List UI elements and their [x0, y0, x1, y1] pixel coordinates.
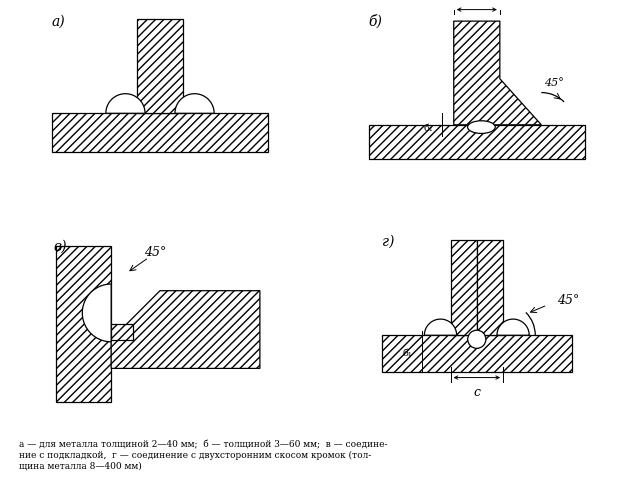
Text: c: c [474, 385, 480, 398]
Polygon shape [56, 246, 111, 402]
Polygon shape [369, 125, 585, 159]
Polygon shape [451, 240, 477, 335]
Polygon shape [175, 94, 214, 113]
Polygon shape [83, 284, 111, 342]
Polygon shape [497, 319, 529, 335]
Text: 45°: 45° [545, 78, 564, 88]
Polygon shape [52, 113, 268, 153]
Text: 45°: 45° [557, 294, 580, 308]
Text: б): б) [369, 14, 382, 28]
Text: а — для металла толщиной 2—40 мм;  б — толщиной 3—60 мм;  в — соедине-
ние с под: а — для металла толщиной 2—40 мм; б — то… [19, 441, 388, 470]
Text: 45°: 45° [145, 246, 166, 260]
Ellipse shape [468, 121, 495, 133]
Polygon shape [454, 21, 541, 125]
Polygon shape [111, 324, 133, 339]
Text: а): а) [52, 14, 65, 28]
Polygon shape [137, 19, 183, 113]
Text: c: c [485, 0, 492, 3]
Polygon shape [477, 240, 503, 335]
Circle shape [468, 330, 486, 348]
Polygon shape [111, 291, 260, 369]
Text: г): г) [382, 234, 394, 249]
Text: б₁: б₁ [403, 349, 412, 358]
Polygon shape [382, 335, 572, 372]
Text: б₁: б₁ [423, 124, 433, 133]
Polygon shape [106, 94, 145, 113]
Polygon shape [424, 319, 457, 335]
Text: в): в) [54, 240, 67, 253]
